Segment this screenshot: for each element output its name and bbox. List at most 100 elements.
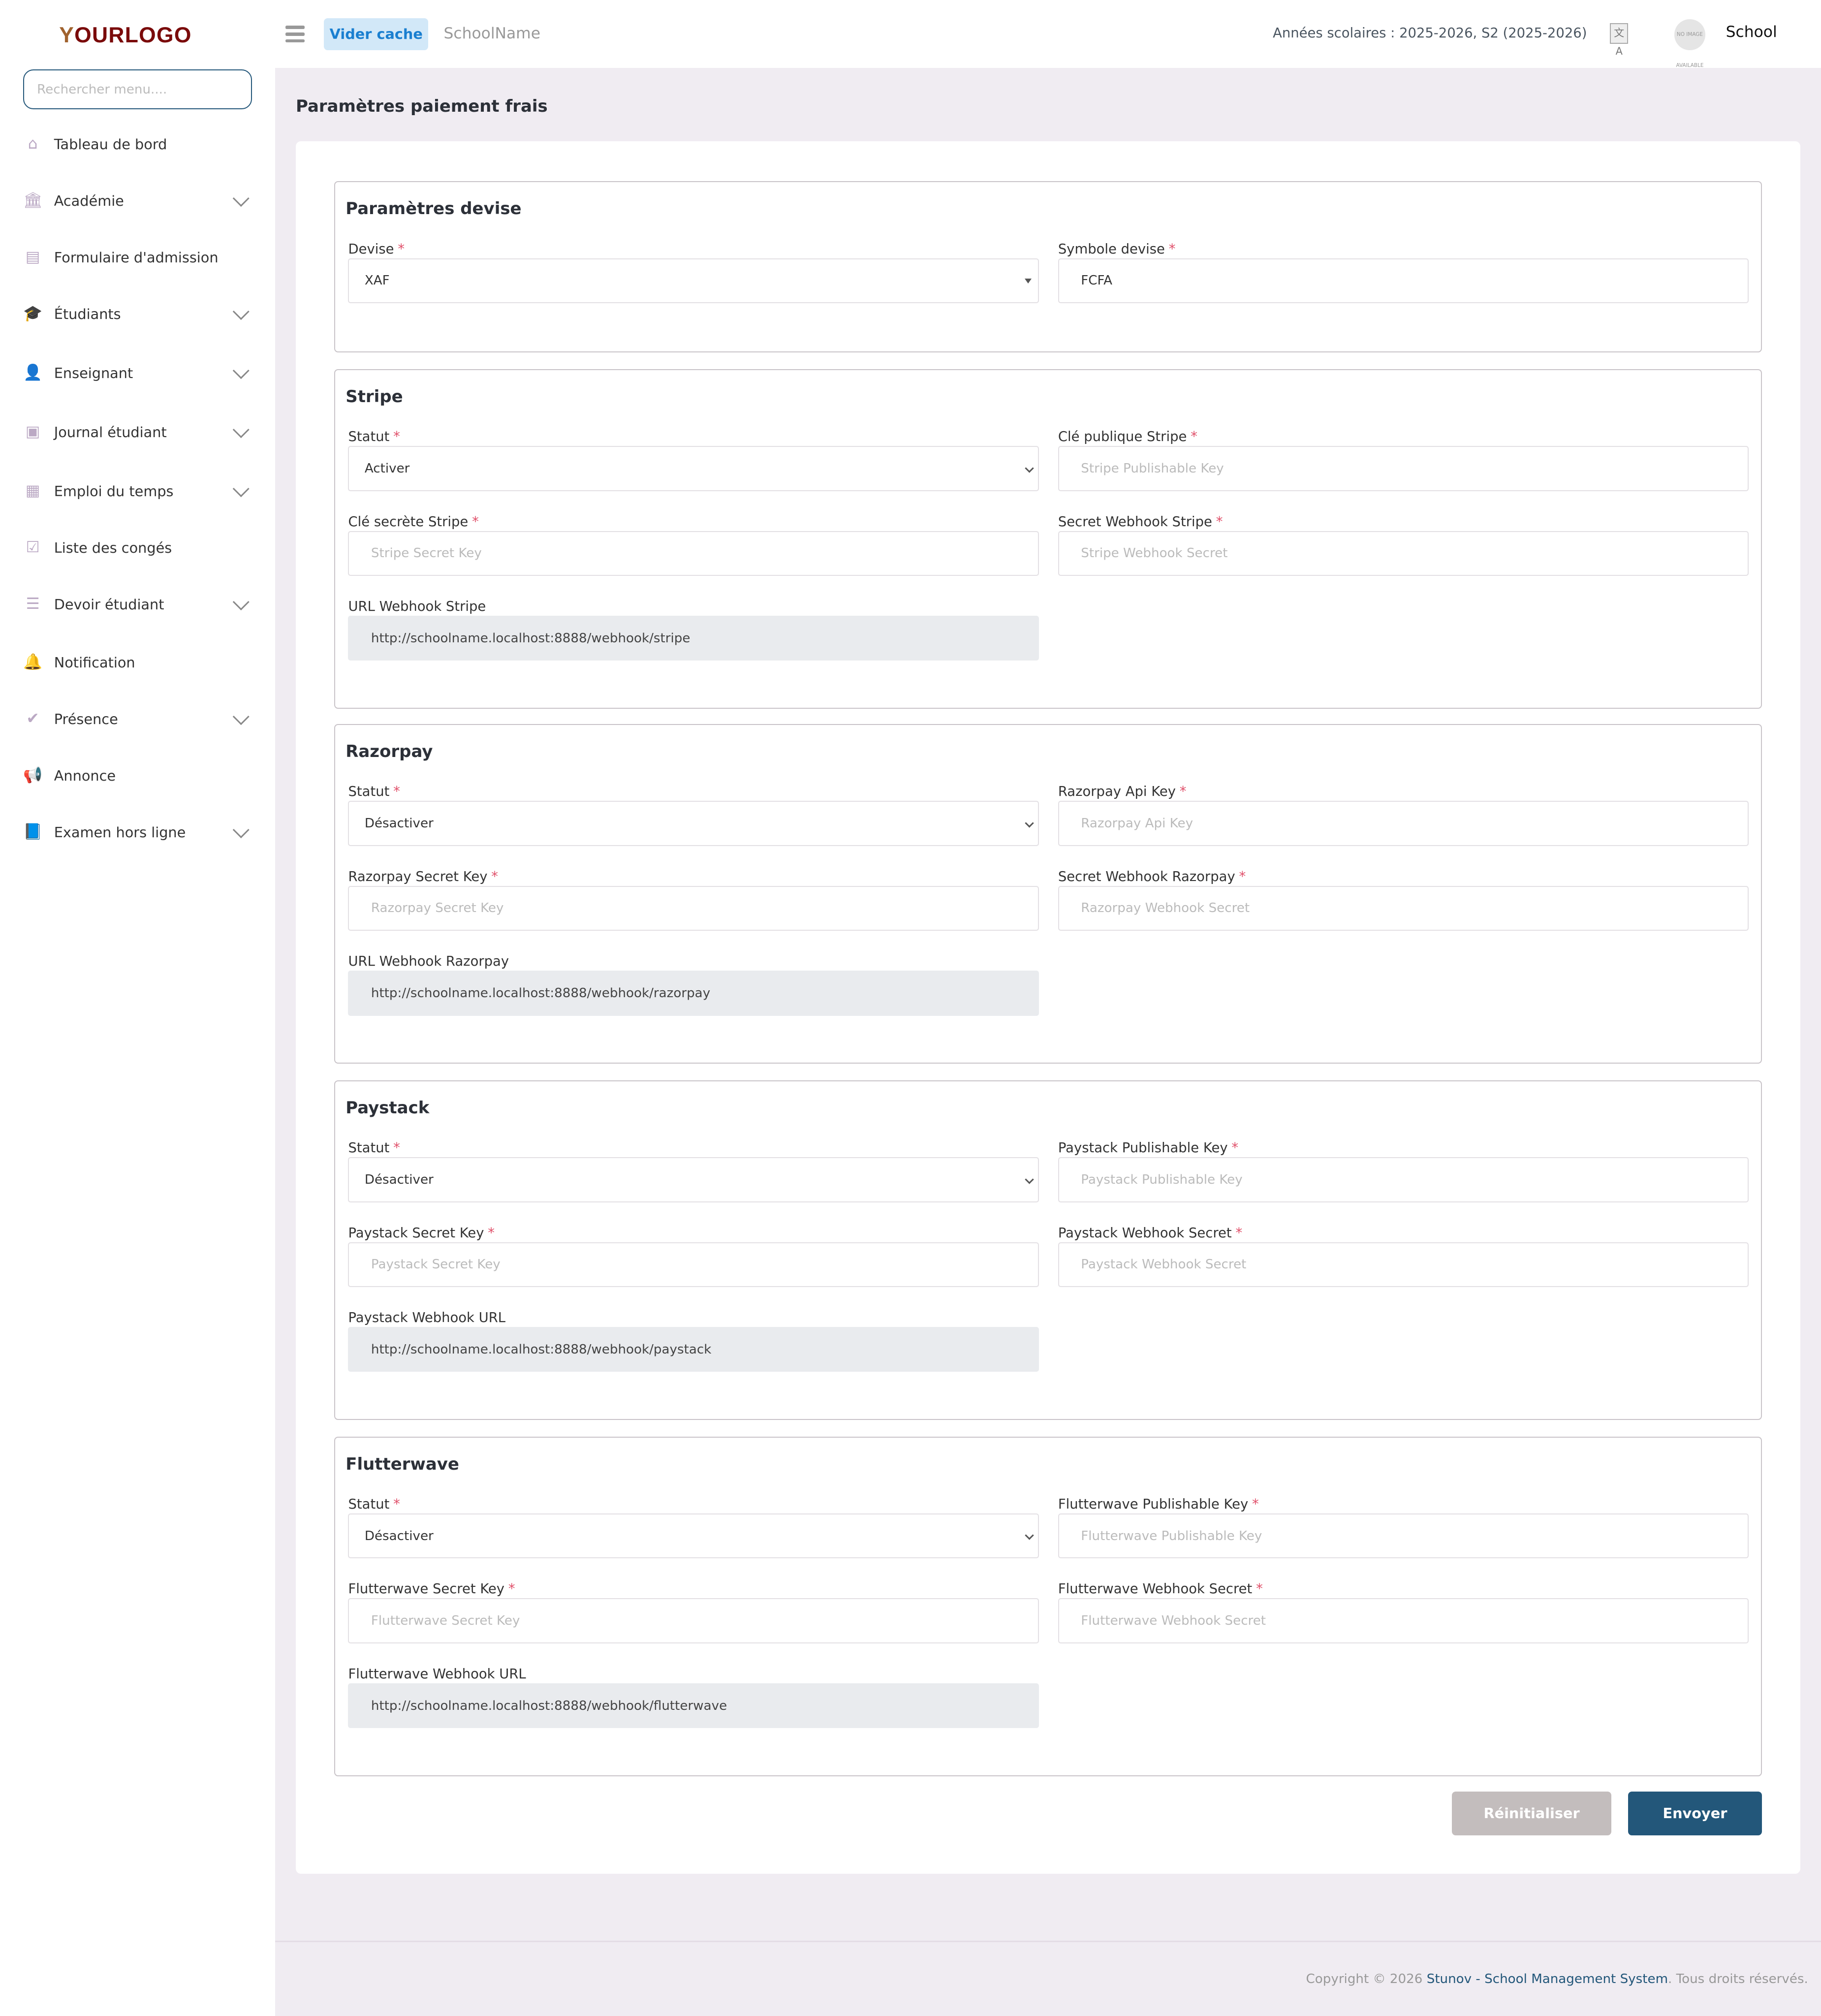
form-field: Clé secrète Stripe * Stripe Secret Key — [348, 514, 1039, 576]
required-mark: * — [491, 869, 498, 884]
sidebar-search-input[interactable] — [23, 69, 252, 110]
submit-button[interactable]: Envoyer — [1628, 1791, 1762, 1835]
field-value: http://schoolname.localhost:8888/webhook… — [371, 630, 691, 646]
footer-link[interactable]: Stunov - School Management System — [1426, 1971, 1668, 1986]
field-label-text: Secret Webhook Stripe — [1058, 514, 1212, 530]
text-input[interactable]: Paystack Publishable Key — [1058, 1157, 1749, 1202]
status-select[interactable]: Désactiver — [348, 801, 1039, 846]
sidebar-item-label: Journal étudiant — [54, 423, 167, 441]
field-label: Statut * — [348, 1140, 1038, 1157]
field-label: Secret Webhook Razorpay * — [1058, 869, 1749, 886]
sidebar-item[interactable]: 🔔 Notification — [23, 644, 252, 680]
required-mark: * — [1256, 1581, 1263, 1597]
sidebar-item[interactable]: 🎓 Étudiants — [23, 296, 252, 332]
sidebar-item-label: Enseignant — [54, 364, 133, 381]
text-input[interactable]: Paystack Webhook Secret — [1058, 1242, 1749, 1287]
select-value: Désactiver — [364, 1172, 434, 1187]
chevron-down-icon[interactable] — [233, 594, 250, 610]
text-input[interactable]: Stripe Webhook Secret — [1058, 531, 1749, 576]
chevron-down-icon[interactable] — [233, 362, 250, 379]
reset-button[interactable]: Réinitialiser — [1452, 1791, 1612, 1835]
sidebar-item-label: Formulaire d'admission — [54, 249, 219, 266]
field-value: http://schoolname.localhost:8888/webhook… — [371, 985, 711, 1001]
sidebar-item-label: Annonce — [54, 767, 116, 784]
status-select[interactable]: Désactiver — [348, 1157, 1039, 1202]
sidebar-item[interactable]: ▣ Journal étudiant — [23, 414, 252, 450]
field-placeholder: Stripe Webhook Secret — [1081, 546, 1228, 561]
webhook-url-field: http://schoolname.localhost:8888/webhook… — [348, 616, 1039, 661]
sidebar-item[interactable]: ▤ Formulaire d'admission — [23, 239, 252, 275]
journal-icon: ▣ — [25, 422, 40, 441]
field-value: http://schoolname.localhost:8888/webhook… — [371, 1698, 727, 1713]
form-field: URL Webhook Stripe http://schoolname.loca… — [348, 599, 1039, 661]
webhook-url-field: http://schoolname.localhost:8888/webhook… — [348, 971, 1039, 1016]
chevron-down-icon[interactable] — [233, 303, 250, 319]
webhook-url-field: http://schoolname.localhost:8888/webhook… — [348, 1683, 1039, 1729]
clear-cache-button[interactable]: Vider cache — [324, 18, 429, 50]
graduation-cap-icon: 🎓 — [23, 304, 43, 322]
home-icon: ⌂ — [28, 134, 38, 153]
text-input[interactable]: Razorpay Webhook Secret — [1058, 885, 1749, 931]
menu-toggle-icon[interactable] — [285, 26, 305, 43]
list-icon: ☰ — [26, 595, 40, 613]
sidebar-item[interactable]: ⌂ Tableau de bord — [23, 126, 252, 162]
text-input[interactable]: Razorpay Secret Key — [348, 885, 1039, 931]
sidebar-item-label: Devoir étudiant — [54, 596, 164, 613]
required-mark: * — [1239, 869, 1246, 884]
sidebar-item[interactable]: 📢 Annonce — [23, 757, 252, 793]
form-field: Razorpay Api Key * Razorpay Api Key — [1058, 784, 1749, 846]
status-select[interactable]: Activer — [348, 446, 1039, 491]
field-label: Flutterwave Webhook Secret * — [1058, 1581, 1749, 1598]
field-placeholder: Paystack Secret Key — [371, 1257, 501, 1272]
chevron-down-icon[interactable] — [233, 189, 250, 207]
section-title: Paramètres devise — [345, 199, 522, 219]
bell-icon: 🔔 — [23, 653, 43, 671]
text-input[interactable]: Flutterwave Secret Key — [348, 1598, 1039, 1643]
sidebar: YOURLOGO ⌂ Tableau de bord 🏛 Académie ▤ Formu… — [0, 0, 276, 2016]
rights-text: . Tous droits réservés. — [1668, 1971, 1808, 1986]
copyright-text: Copyright © 2026 — [1306, 1971, 1427, 1986]
field-placeholder: Stripe Publishable Key — [1081, 461, 1224, 476]
status-select[interactable]: XAF — [348, 258, 1039, 304]
chevron-down-icon[interactable] — [233, 421, 250, 438]
sidebar-item[interactable]: 🏛 Académie — [23, 183, 252, 219]
sidebar-item[interactable]: 👤 Enseignant — [23, 355, 252, 391]
select-value: Désactiver — [364, 816, 434, 831]
chevron-down-icon[interactable] — [233, 480, 250, 497]
sidebar-item[interactable]: ☰ Devoir étudiant — [23, 587, 252, 623]
text-input[interactable]: Razorpay Api Key — [1058, 801, 1749, 846]
text-input[interactable]: FCFA — [1058, 258, 1749, 304]
field-placeholder: Stripe Secret Key — [371, 546, 482, 561]
language-icon[interactable]: 文A — [1610, 23, 1629, 57]
sidebar-item-label: Tableau de bord — [54, 135, 167, 153]
text-input[interactable]: Paystack Secret Key — [348, 1242, 1039, 1287]
chevron-down-icon[interactable] — [233, 708, 250, 725]
field-label-text: URL Webhook Razorpay — [348, 954, 509, 970]
chevron-down-icon[interactable] — [233, 821, 250, 838]
text-input[interactable]: Flutterwave Webhook Secret — [1058, 1598, 1749, 1643]
status-select[interactable]: Désactiver — [348, 1513, 1039, 1559]
sidebar-item-label: Emploi du temps — [54, 483, 174, 500]
field-label-text: Flutterwave Webhook URL — [348, 1666, 526, 1682]
text-input[interactable]: Stripe Secret Key — [348, 531, 1039, 576]
sidebar-item[interactable]: 📘 Examen hors ligne — [23, 814, 252, 850]
field-value: http://schoolname.localhost:8888/webhook… — [371, 1342, 712, 1357]
check-icon: ✔ — [26, 709, 39, 727]
sidebar-item[interactable]: ▦ Emploi du temps — [23, 473, 252, 509]
text-input[interactable]: Stripe Publishable Key — [1058, 446, 1749, 491]
text-input[interactable]: Flutterwave Publishable Key — [1058, 1513, 1749, 1559]
field-label: Secret Webhook Stripe * — [1058, 514, 1749, 531]
required-mark: * — [472, 514, 479, 530]
calendar-check-icon: ☑ — [26, 538, 40, 557]
form-field: Statut * Désactiver — [348, 1140, 1039, 1202]
field-label-text: Secret Webhook Razorpay — [1058, 869, 1235, 884]
field-label: Devise * — [348, 242, 1038, 258]
field-label: Clé secrète Stripe * — [348, 514, 1038, 531]
field-label: Flutterwave Webhook URL — [348, 1667, 1038, 1683]
avatar[interactable]: NO IMAGE AVAILABLE — [1674, 19, 1705, 68]
required-mark: * — [1235, 1225, 1243, 1241]
sidebar-item[interactable]: ✔ Présence — [23, 701, 252, 737]
user-name[interactable]: School — [1726, 23, 1777, 41]
sidebar-item[interactable]: ☑ Liste des congés — [23, 530, 252, 566]
logo[interactable]: YOURLOGO — [59, 23, 192, 48]
